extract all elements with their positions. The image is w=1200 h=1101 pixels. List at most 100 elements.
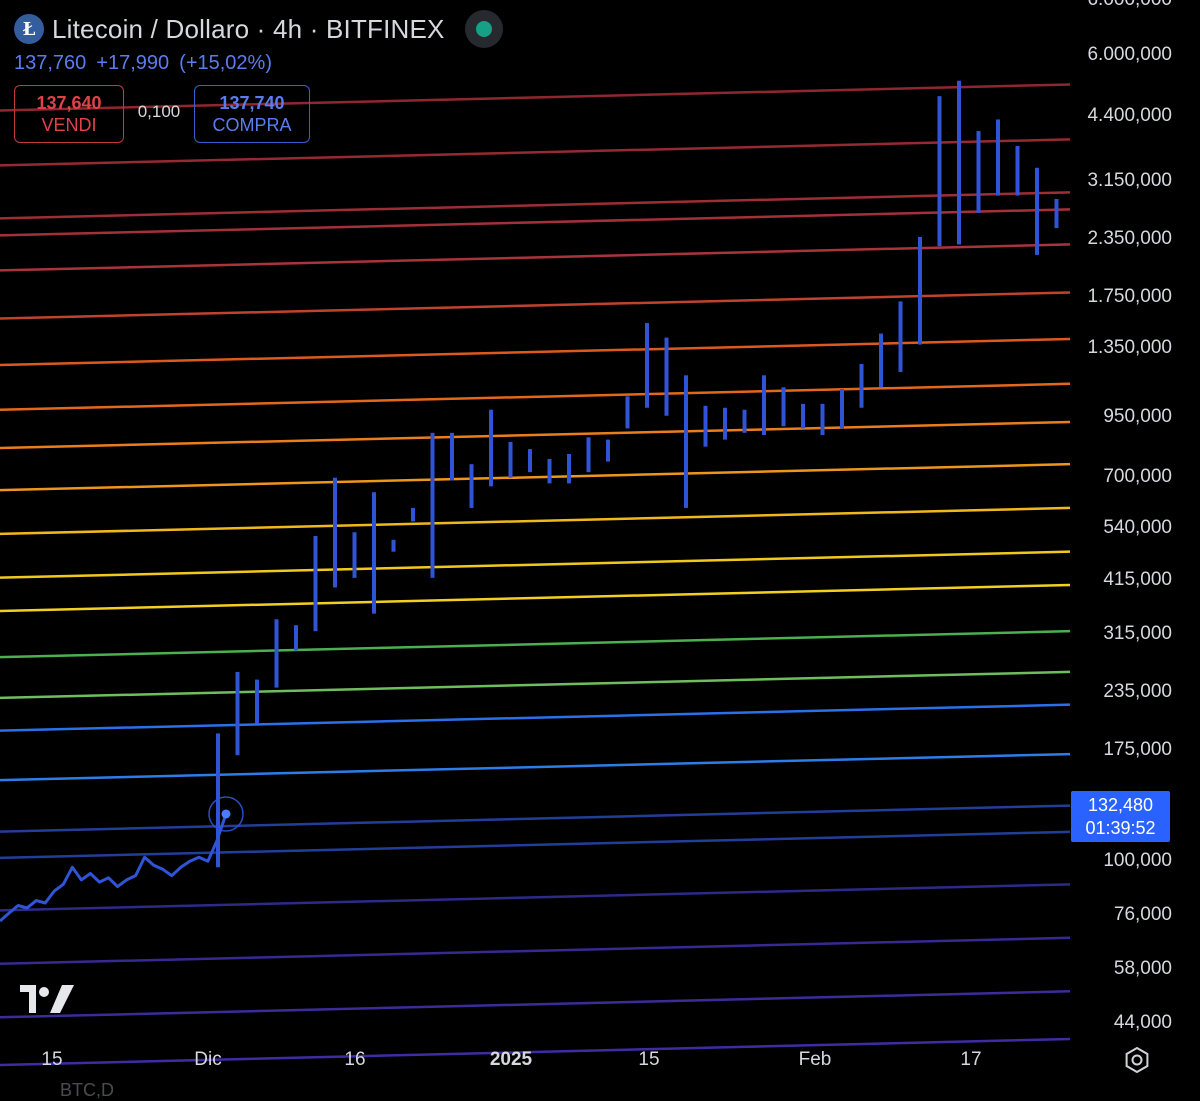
price-series — [0, 813, 228, 923]
price-bar — [840, 389, 844, 429]
price-bar — [859, 363, 864, 408]
y-tick-label: 700,000 — [1103, 466, 1172, 487]
y-tick-label: 315,000 — [1103, 623, 1172, 644]
price-bar — [976, 131, 981, 213]
level-line — [0, 883, 1071, 912]
y-tick-label: 76,000 — [1113, 904, 1172, 925]
level-line — [0, 830, 1071, 860]
level-line — [0, 208, 1071, 237]
price-bar — [294, 625, 298, 651]
price-bar — [567, 453, 571, 484]
market-status-button[interactable] — [464, 10, 503, 48]
price-bar — [703, 405, 708, 447]
level-line — [0, 703, 1071, 732]
last-price: 137,760 — [14, 52, 87, 74]
level-line — [0, 629, 1071, 659]
price-line-path — [0, 813, 228, 923]
gear-icon[interactable] — [1124, 1047, 1150, 1073]
sell-label: VENDI — [41, 115, 97, 135]
price-bars — [216, 80, 1059, 868]
y-tick-label: 100,000 — [1103, 850, 1172, 871]
price-bar — [684, 375, 688, 508]
price-bar — [391, 539, 396, 552]
x-tick-label: 15 — [41, 1049, 63, 1070]
y-tick-label: 175,000 — [1103, 739, 1172, 760]
buy-button[interactable]: 137,740 COMPRA — [194, 85, 310, 143]
price-bar — [547, 459, 552, 484]
level-line — [0, 191, 1071, 220]
spread-value: 0,100 — [137, 102, 181, 121]
sell-button[interactable]: 137,640 VENDI — [14, 85, 124, 143]
level-line — [0, 243, 1071, 272]
price-bar — [645, 323, 649, 408]
price-bar — [625, 396, 630, 429]
price-bar — [937, 96, 942, 247]
level-line — [0, 990, 1071, 1019]
price-bar — [372, 492, 376, 614]
level-line — [0, 382, 1071, 412]
last-price-tag: 132,480 01:39:52 — [1071, 791, 1170, 842]
level-line — [0, 804, 1071, 833]
y-tick-label: 6.000,000 — [1087, 0, 1172, 11]
last-price-tag-value: 132,480 — [1087, 794, 1154, 815]
price-bar — [996, 119, 1000, 196]
price-bar — [274, 619, 279, 688]
price-bar — [762, 375, 766, 436]
y-tick-label: 4.400,000 — [1087, 105, 1172, 126]
price-bar — [781, 387, 786, 427]
bar-countdown: 01:39:52 — [1085, 817, 1156, 838]
level-line — [0, 291, 1071, 320]
level-line — [0, 670, 1071, 700]
last-point-marker — [208, 796, 244, 832]
y-tick-label: 1.750,000 — [1087, 286, 1172, 307]
price-bar — [742, 409, 747, 433]
tradingview-logo-icon[interactable] — [20, 985, 74, 1015]
price-bar — [1035, 167, 1039, 255]
level-line — [0, 1037, 1071, 1067]
y-tick-label: 540,000 — [1103, 517, 1172, 538]
cut-off-watermark: BTC,D — [60, 1080, 114, 1100]
price-bar — [820, 403, 825, 436]
price-summary: 137,760 +17,990 (+15,02%) — [14, 52, 272, 75]
y-tick-label: 6.000,000 — [1087, 44, 1172, 65]
sell-price: 137,640 — [36, 93, 102, 113]
price-bar — [450, 432, 454, 481]
price-bar — [801, 403, 805, 429]
x-tick-label: 2025 — [489, 1049, 533, 1070]
x-tick-label: Feb — [798, 1049, 832, 1070]
level-line — [0, 337, 1071, 367]
x-tick-label: Dic — [194, 1049, 222, 1070]
price-bar — [918, 236, 922, 345]
price-bar — [235, 671, 240, 756]
price-bar — [352, 532, 357, 578]
level-line — [0, 420, 1071, 450]
marker-dot — [221, 809, 231, 819]
buy-price: 137,740 — [219, 93, 285, 113]
x-tick-label: 15 — [638, 1049, 660, 1070]
buy-label: COMPRA — [212, 115, 292, 135]
price-bar — [430, 432, 435, 578]
level-line — [0, 583, 1071, 613]
y-tick-label: 3.150,000 — [1087, 170, 1172, 191]
x-tick-label: 17 — [960, 1049, 982, 1070]
price-bar — [489, 409, 493, 487]
price-change-percent: (+15,02%) — [179, 52, 272, 74]
price-bar — [957, 80, 961, 245]
price-bar — [469, 464, 474, 508]
y-tick-label: 58,000 — [1113, 958, 1172, 979]
price-bar — [333, 477, 337, 588]
price-bar — [606, 439, 610, 462]
price-bar — [664, 337, 669, 416]
litecoin-icon: Ł — [14, 14, 44, 44]
price-bar — [898, 301, 903, 373]
chart-header: Ł Litecoin / Dollaro · 4h · BITFINEX — [14, 10, 503, 48]
level-line — [0, 936, 1071, 966]
price-bar — [1015, 145, 1020, 196]
level-line — [0, 138, 1071, 167]
price-bar — [879, 333, 883, 388]
level-line — [0, 506, 1071, 536]
price-change: +17,990 — [96, 52, 170, 74]
symbol-title[interactable]: Litecoin / Dollaro · 4h · BITFINEX — [52, 13, 445, 44]
